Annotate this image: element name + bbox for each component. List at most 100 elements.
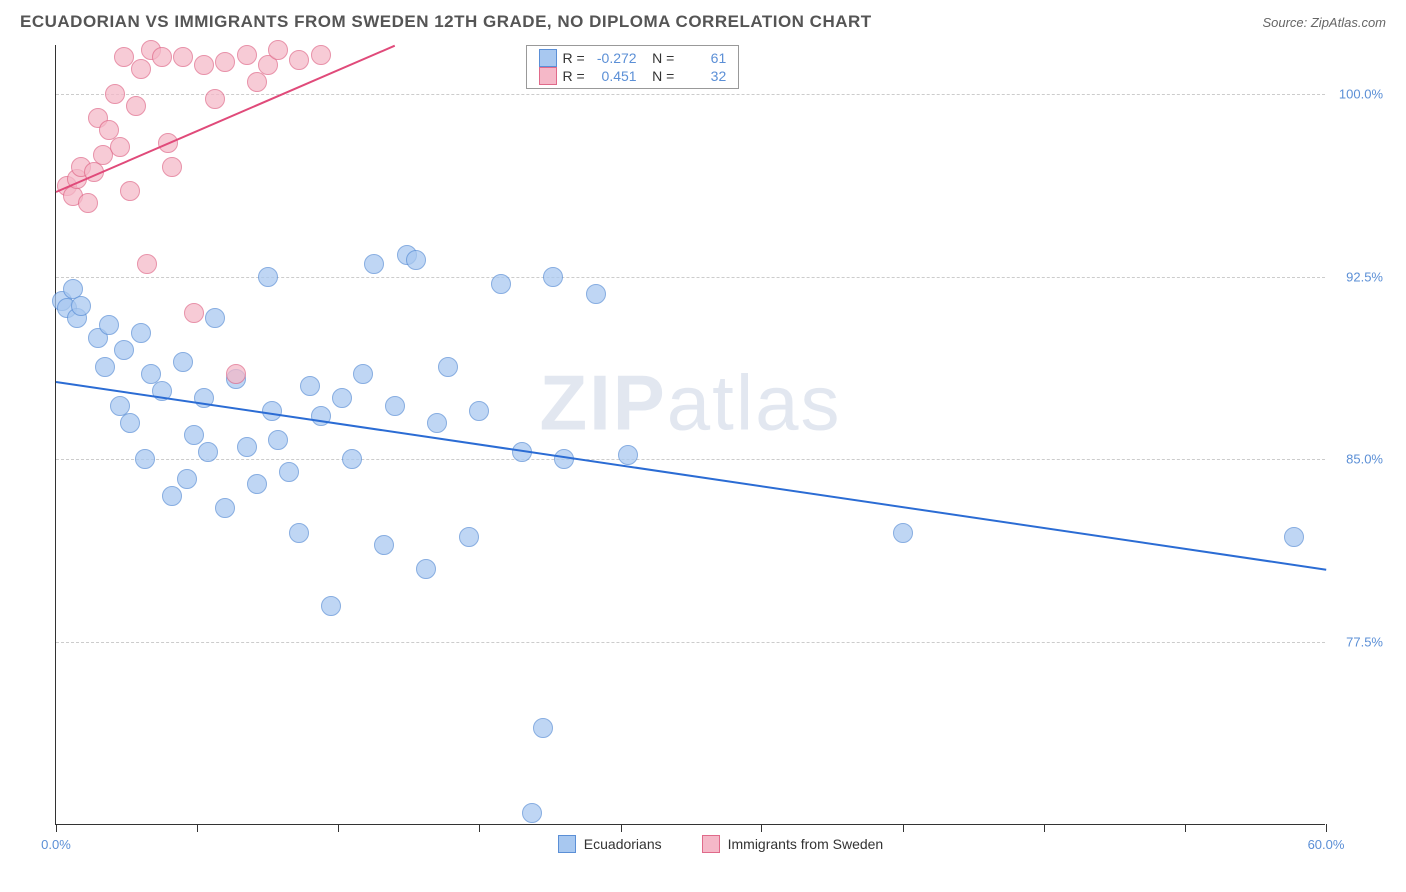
y-tick-label: 92.5%	[1346, 269, 1383, 284]
data-point	[491, 274, 511, 294]
data-point	[374, 535, 394, 555]
legend-item-2: Immigrants from Sweden	[702, 835, 884, 853]
bottom-legend: Ecuadorians Immigrants from Sweden	[55, 835, 1386, 853]
swatch-icon	[702, 835, 720, 853]
data-point	[237, 437, 257, 457]
data-point	[152, 47, 172, 67]
gridline	[56, 459, 1325, 460]
trend-line	[56, 381, 1326, 571]
data-point	[311, 45, 331, 65]
data-point	[262, 401, 282, 421]
data-point	[194, 55, 214, 75]
data-point	[247, 72, 267, 92]
data-point	[205, 89, 225, 109]
data-point	[342, 449, 362, 469]
data-point	[126, 96, 146, 116]
data-point	[137, 254, 157, 274]
stats-row: R = -0.272 N = 61	[539, 49, 727, 67]
data-point	[173, 352, 193, 372]
legend-item-1: Ecuadorians	[558, 835, 662, 853]
data-point	[416, 559, 436, 579]
x-tick	[338, 824, 339, 832]
data-point	[406, 250, 426, 270]
x-tick	[56, 824, 57, 832]
plot-area: ZIPatlas R = -0.272 N = 61 R = 0.451	[55, 45, 1325, 825]
data-point	[215, 498, 235, 518]
data-point	[177, 469, 197, 489]
data-point	[268, 430, 288, 450]
x-tick	[1185, 824, 1186, 832]
data-point	[95, 357, 115, 377]
data-point	[459, 527, 479, 547]
data-point	[522, 803, 542, 823]
data-point	[438, 357, 458, 377]
data-point	[586, 284, 606, 304]
data-point	[78, 193, 98, 213]
data-point	[893, 523, 913, 543]
data-point	[198, 442, 218, 462]
swatch-series2	[539, 67, 557, 85]
data-point	[131, 323, 151, 343]
source-label: Source: ZipAtlas.com	[1262, 15, 1386, 30]
data-point	[321, 596, 341, 616]
n-value-1: 61	[678, 50, 726, 66]
data-point	[114, 340, 134, 360]
data-point	[135, 449, 155, 469]
data-point	[162, 486, 182, 506]
x-tick	[479, 824, 480, 832]
x-tick	[1326, 824, 1327, 832]
y-tick-label: 77.5%	[1346, 635, 1383, 650]
watermark: ZIPatlas	[539, 358, 841, 449]
n-value-2: 32	[678, 68, 726, 84]
data-point	[1284, 527, 1304, 547]
data-point	[71, 296, 91, 316]
gridline	[56, 642, 1325, 643]
data-point	[247, 474, 267, 494]
data-point	[533, 718, 553, 738]
y-tick-label: 85.0%	[1346, 452, 1383, 467]
data-point	[162, 157, 182, 177]
data-point	[184, 425, 204, 445]
data-point	[618, 445, 638, 465]
chart-title: ECUADORIAN VS IMMIGRANTS FROM SWEDEN 12T…	[20, 12, 872, 32]
stats-legend: R = -0.272 N = 61 R = 0.451 N = 32	[526, 45, 740, 89]
data-point	[184, 303, 204, 323]
chart-header: ECUADORIAN VS IMMIGRANTS FROM SWEDEN 12T…	[0, 0, 1406, 40]
x-tick-label: 0.0%	[41, 837, 71, 852]
swatch-series1	[539, 49, 557, 67]
swatch-icon	[558, 835, 576, 853]
data-point	[385, 396, 405, 416]
x-tick	[197, 824, 198, 832]
data-point	[332, 388, 352, 408]
data-point	[99, 315, 119, 335]
data-point	[469, 401, 489, 421]
data-point	[215, 52, 235, 72]
data-point	[353, 364, 373, 384]
gridline	[56, 277, 1325, 278]
y-tick-label: 100.0%	[1339, 86, 1383, 101]
data-point	[543, 267, 563, 287]
data-point	[289, 50, 309, 70]
data-point	[131, 59, 151, 79]
data-point	[173, 47, 193, 67]
data-point	[258, 267, 278, 287]
stats-row: R = 0.451 N = 32	[539, 67, 727, 85]
data-point	[268, 40, 288, 60]
data-point	[237, 45, 257, 65]
data-point	[279, 462, 299, 482]
data-point	[364, 254, 384, 274]
data-point	[120, 181, 140, 201]
x-tick	[903, 824, 904, 832]
x-tick	[621, 824, 622, 832]
r-value-1: -0.272	[589, 50, 637, 66]
r-value-2: 0.451	[589, 68, 637, 84]
data-point	[120, 413, 140, 433]
x-tick-label: 60.0%	[1308, 837, 1345, 852]
data-point	[205, 308, 225, 328]
data-point	[554, 449, 574, 469]
data-point	[110, 137, 130, 157]
data-point	[289, 523, 309, 543]
data-point	[105, 84, 125, 104]
x-tick	[761, 824, 762, 832]
x-tick	[1044, 824, 1045, 832]
